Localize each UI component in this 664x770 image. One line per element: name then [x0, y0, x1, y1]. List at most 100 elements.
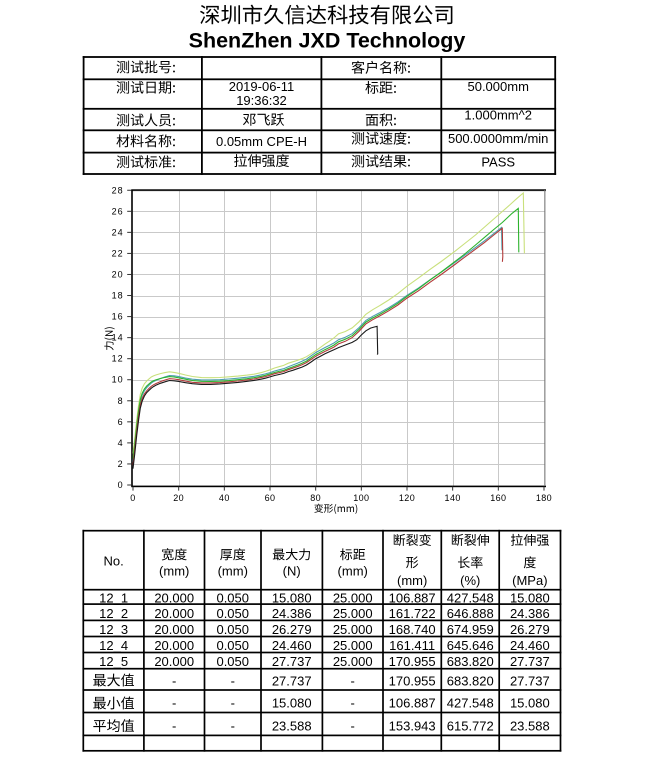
svg-text:20.000: 20.000: [154, 622, 194, 637]
svg-text:100: 100: [353, 493, 369, 503]
svg-text:ShenZhen JXD Technology: ShenZhen JXD Technology: [189, 29, 466, 53]
svg-text:15.080: 15.080: [272, 696, 312, 711]
svg-text:-: -: [172, 674, 176, 689]
svg-text:106.887: 106.887: [389, 590, 436, 605]
svg-text:12: 12: [112, 354, 124, 364]
svg-text:427.548: 427.548: [447, 696, 494, 711]
svg-text:161.411: 161.411: [389, 638, 435, 653]
svg-text:4: 4: [118, 438, 124, 448]
svg-text:-: -: [351, 696, 355, 711]
svg-text:2: 2: [118, 459, 124, 469]
svg-text:6: 6: [118, 417, 124, 427]
svg-text:25.000: 25.000: [333, 590, 373, 605]
svg-text:0: 0: [130, 493, 135, 503]
svg-text:0.050: 0.050: [216, 606, 249, 621]
svg-text:120: 120: [399, 493, 415, 503]
svg-text:22: 22: [112, 248, 124, 258]
svg-text:-: -: [172, 718, 176, 733]
svg-text:153.943: 153.943: [389, 718, 436, 733]
svg-text:500.0000mm/min: 500.0000mm/min: [448, 131, 548, 146]
svg-text:25.000: 25.000: [333, 622, 373, 637]
svg-text:170.955: 170.955: [389, 674, 436, 689]
svg-text:2019-06-11: 2019-06-11: [229, 79, 295, 94]
svg-text:427.548: 427.548: [447, 590, 494, 605]
svg-text:-: -: [351, 718, 355, 733]
svg-text:27.737: 27.737: [510, 674, 550, 689]
svg-text:25.000: 25.000: [333, 654, 373, 669]
svg-text:26.279: 26.279: [272, 622, 312, 637]
svg-text:180: 180: [536, 493, 552, 503]
svg-text:170.955: 170.955: [389, 654, 436, 669]
svg-text:50.000mm: 50.000mm: [467, 79, 528, 94]
svg-text:27.737: 27.737: [272, 674, 312, 689]
svg-text:674.959: 674.959: [447, 622, 494, 637]
svg-text:12_5: 12_5: [99, 654, 128, 669]
svg-text:15.080: 15.080: [510, 590, 550, 605]
svg-text:(mm): (mm): [338, 564, 368, 579]
svg-text:615.772: 615.772: [447, 718, 494, 733]
svg-text:16: 16: [112, 312, 124, 322]
svg-text:8: 8: [118, 396, 124, 406]
svg-text:(MPa): (MPa): [512, 573, 547, 588]
svg-text:PASS: PASS: [481, 154, 515, 169]
svg-text:26: 26: [112, 206, 124, 216]
svg-text:80: 80: [310, 493, 321, 503]
svg-text:15.080: 15.080: [510, 696, 550, 711]
svg-text:-: -: [172, 696, 176, 711]
svg-text:(mm): (mm): [218, 564, 248, 579]
svg-text:683.820: 683.820: [447, 654, 494, 669]
svg-text:24.460: 24.460: [510, 638, 550, 653]
svg-text:19:36:32: 19:36:32: [236, 93, 287, 108]
svg-text:645.646: 645.646: [447, 638, 494, 653]
svg-text:140: 140: [445, 493, 461, 503]
svg-text:24.386: 24.386: [272, 606, 312, 621]
svg-text:14: 14: [112, 333, 124, 343]
svg-text:12_4: 12_4: [99, 638, 128, 653]
svg-text:0.050: 0.050: [216, 654, 249, 669]
svg-text:24.386: 24.386: [510, 606, 550, 621]
svg-text:161.722: 161.722: [389, 606, 436, 621]
svg-text:-: -: [231, 718, 235, 733]
svg-text:26.279: 26.279: [510, 622, 550, 637]
svg-text:0.050: 0.050: [216, 622, 249, 637]
svg-text:25.000: 25.000: [333, 606, 373, 621]
svg-text:-: -: [351, 674, 355, 689]
svg-text:24: 24: [112, 227, 124, 237]
svg-text:(mm): (mm): [397, 573, 427, 588]
svg-text:No.: No.: [103, 553, 123, 568]
svg-text:0.050: 0.050: [216, 590, 249, 605]
svg-text:25.000: 25.000: [333, 638, 373, 653]
svg-text:(%): (%): [460, 573, 480, 588]
svg-text:20: 20: [173, 493, 184, 503]
svg-text:(N): (N): [283, 564, 301, 579]
svg-text:646.888: 646.888: [447, 606, 494, 621]
svg-text:28: 28: [112, 185, 124, 195]
svg-text:683.820: 683.820: [447, 674, 494, 689]
svg-text:23.588: 23.588: [272, 718, 312, 733]
svg-text:60: 60: [265, 493, 276, 503]
svg-text:0.05mm CPE-H: 0.05mm CPE-H: [216, 134, 307, 149]
svg-text:27.737: 27.737: [272, 654, 312, 669]
svg-text:20: 20: [112, 269, 124, 279]
svg-text:1.000mm^2: 1.000mm^2: [464, 107, 532, 122]
svg-text:27.737: 27.737: [510, 654, 550, 669]
svg-text:12_3: 12_3: [99, 622, 128, 637]
svg-text:24.460: 24.460: [272, 638, 312, 653]
svg-text:-: -: [231, 696, 235, 711]
svg-text:106.887: 106.887: [389, 696, 436, 711]
svg-text:160: 160: [490, 493, 506, 503]
svg-text:168.740: 168.740: [389, 622, 436, 637]
svg-text:20.000: 20.000: [154, 590, 194, 605]
svg-text:0: 0: [118, 480, 124, 490]
svg-text:18: 18: [112, 291, 124, 301]
svg-text:23.588: 23.588: [510, 718, 550, 733]
svg-text:20.000: 20.000: [154, 638, 194, 653]
svg-text:15.080: 15.080: [272, 590, 312, 605]
svg-text:12_2: 12_2: [99, 606, 128, 621]
svg-text:0.050: 0.050: [216, 638, 249, 653]
svg-text:(mm): (mm): [159, 564, 189, 579]
svg-text:12_1: 12_1: [99, 590, 128, 605]
svg-text:40: 40: [219, 493, 230, 503]
svg-text:20.000: 20.000: [154, 606, 194, 621]
svg-text:20.000: 20.000: [154, 654, 194, 669]
